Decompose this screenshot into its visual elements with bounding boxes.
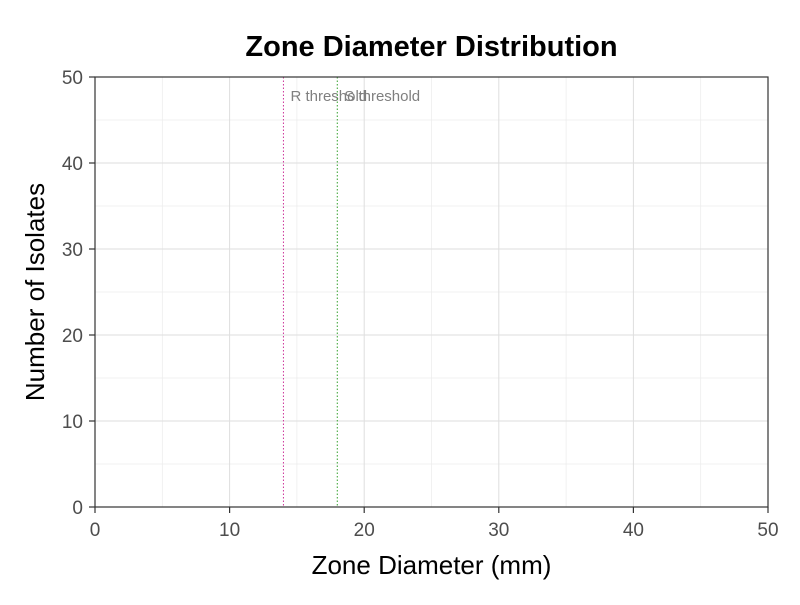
x-tick-label: 30 bbox=[488, 520, 509, 541]
x-tick-label: 50 bbox=[757, 520, 778, 541]
y-tick-label: 40 bbox=[62, 154, 83, 175]
threshold-label: R threshold bbox=[290, 88, 367, 105]
y-tick-label: 20 bbox=[62, 326, 83, 347]
x-axis-title: Zone Diameter (mm) bbox=[312, 550, 552, 580]
y-axis-title: Number of Isolates bbox=[20, 183, 50, 401]
y-tick-label: 30 bbox=[62, 240, 83, 261]
y-tick-label: 50 bbox=[62, 68, 83, 89]
ticks-layer: 0 10 20 30 40 50 0 10 20 30 40 50 bbox=[62, 68, 779, 541]
threshold-label: S threshold bbox=[344, 88, 420, 105]
x-tick-label: 20 bbox=[354, 520, 375, 541]
plot-panel-border bbox=[94, 76, 769, 508]
y-tick-label: 10 bbox=[62, 412, 83, 433]
x-tick-label: 0 bbox=[90, 520, 101, 541]
x-tick-label: 10 bbox=[219, 520, 240, 541]
chart-title: Zone Diameter Distribution bbox=[245, 31, 617, 63]
y-tick-label: 0 bbox=[72, 498, 83, 519]
grid-layer bbox=[94, 76, 769, 508]
x-tick-label: 40 bbox=[623, 520, 644, 541]
